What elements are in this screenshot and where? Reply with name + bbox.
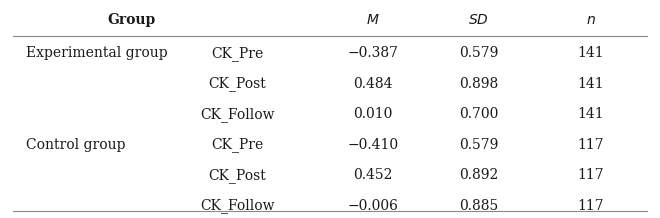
Text: CK_Follow: CK_Follow xyxy=(201,107,275,122)
Text: CK_Post: CK_Post xyxy=(209,77,267,91)
Text: 117: 117 xyxy=(578,138,604,152)
Text: 0.898: 0.898 xyxy=(459,77,498,91)
Text: Experimental group: Experimental group xyxy=(26,46,168,60)
Text: 0.010: 0.010 xyxy=(353,107,393,121)
Text: 0.579: 0.579 xyxy=(459,138,498,152)
Text: 0.885: 0.885 xyxy=(459,199,498,213)
Text: 0.452: 0.452 xyxy=(353,169,393,182)
Text: $\mathbf{\mathit{n}}$: $\mathbf{\mathit{n}}$ xyxy=(586,13,595,27)
Text: −0.006: −0.006 xyxy=(347,199,399,213)
Text: 141: 141 xyxy=(578,77,604,91)
Text: Group: Group xyxy=(108,13,156,27)
Text: 0.700: 0.700 xyxy=(459,107,498,121)
Text: 117: 117 xyxy=(578,199,604,213)
Text: −0.387: −0.387 xyxy=(347,46,399,60)
Text: Control group: Control group xyxy=(26,138,126,152)
Text: CK_Post: CK_Post xyxy=(209,168,267,183)
Text: 141: 141 xyxy=(578,107,604,121)
Text: $\mathbf{\mathit{SD}}$: $\mathbf{\mathit{SD}}$ xyxy=(468,13,489,27)
Text: CK_Pre: CK_Pre xyxy=(211,46,264,61)
Text: 0.484: 0.484 xyxy=(353,77,393,91)
Text: 0.579: 0.579 xyxy=(459,46,498,60)
Text: CK_Pre: CK_Pre xyxy=(211,138,264,152)
Text: $\mathbf{\mathit{M}}$: $\mathbf{\mathit{M}}$ xyxy=(366,13,379,27)
Text: −0.410: −0.410 xyxy=(347,138,399,152)
Text: 141: 141 xyxy=(578,46,604,60)
Text: 0.892: 0.892 xyxy=(459,169,498,182)
Text: 117: 117 xyxy=(578,169,604,182)
Text: CK_Follow: CK_Follow xyxy=(201,199,275,213)
